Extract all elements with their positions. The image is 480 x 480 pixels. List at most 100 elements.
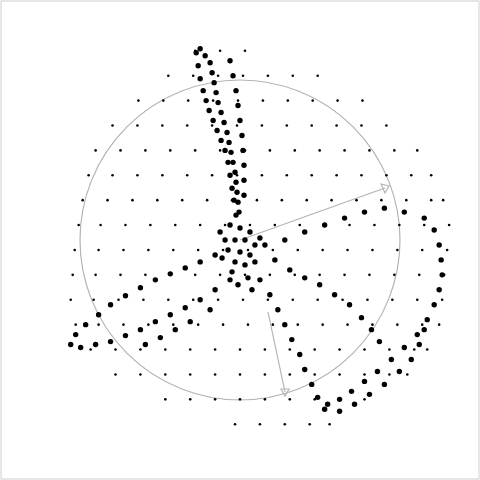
point (189, 398, 192, 401)
point (123, 333, 128, 338)
point (272, 323, 275, 326)
point (89, 348, 92, 351)
point (214, 348, 217, 351)
point (442, 199, 445, 202)
point (244, 274, 247, 277)
point (227, 222, 232, 227)
point (144, 274, 147, 277)
point (438, 323, 441, 326)
point (242, 74, 245, 77)
view-axis-head (381, 184, 389, 193)
point (436, 242, 441, 247)
point (338, 348, 341, 351)
point (359, 315, 364, 320)
point (338, 373, 341, 376)
point (161, 124, 164, 127)
point (111, 174, 114, 177)
point (422, 215, 427, 220)
point (222, 148, 227, 153)
point (310, 174, 313, 177)
point (241, 178, 246, 183)
point (330, 199, 333, 202)
point (287, 267, 292, 272)
point (363, 398, 366, 401)
point (124, 224, 127, 227)
point (73, 332, 78, 337)
point (94, 149, 97, 152)
point (233, 88, 238, 93)
point (398, 224, 401, 227)
point (227, 58, 232, 63)
point (147, 249, 150, 252)
point (189, 373, 192, 376)
point (239, 398, 242, 401)
point (92, 298, 95, 301)
point (291, 74, 294, 77)
point (436, 287, 441, 292)
point (211, 124, 214, 127)
point (218, 110, 223, 115)
point (239, 373, 242, 376)
point (96, 312, 101, 317)
point (173, 327, 178, 332)
point (416, 298, 419, 301)
point (167, 298, 170, 301)
point (83, 322, 88, 327)
point (362, 379, 367, 384)
point (302, 275, 307, 280)
point (423, 224, 426, 227)
point (346, 323, 349, 326)
point (247, 229, 252, 234)
point (281, 199, 284, 202)
point (286, 174, 289, 177)
point (186, 174, 189, 177)
point (430, 174, 433, 177)
point (402, 345, 407, 350)
point (227, 277, 232, 282)
point (413, 348, 416, 351)
point (207, 60, 212, 65)
point (296, 249, 299, 252)
point (363, 348, 366, 351)
point (207, 307, 212, 312)
point (217, 74, 220, 77)
point (99, 224, 102, 227)
point (257, 235, 262, 240)
point (183, 265, 188, 270)
point (233, 180, 238, 185)
point (69, 298, 72, 301)
point (422, 327, 427, 332)
point (240, 148, 245, 153)
point (360, 174, 363, 177)
point (368, 274, 371, 277)
point (218, 138, 223, 143)
point (137, 99, 140, 102)
point (94, 274, 97, 277)
point (252, 259, 257, 264)
point (417, 342, 422, 347)
point (249, 224, 252, 227)
point (241, 192, 246, 197)
point (211, 174, 214, 177)
point (416, 149, 419, 152)
point (293, 149, 296, 152)
point (282, 322, 287, 327)
point (267, 292, 272, 297)
point (426, 348, 429, 351)
marks (68, 46, 450, 425)
point (162, 99, 165, 102)
point (167, 74, 170, 77)
point (308, 423, 311, 426)
point (438, 257, 443, 262)
point (194, 274, 197, 277)
point (257, 277, 262, 282)
point (217, 298, 220, 301)
point (261, 124, 264, 127)
point (230, 73, 235, 78)
point (355, 199, 358, 202)
point (409, 357, 414, 362)
point (206, 108, 211, 113)
point (138, 327, 143, 332)
point (337, 409, 342, 414)
point (360, 124, 363, 127)
